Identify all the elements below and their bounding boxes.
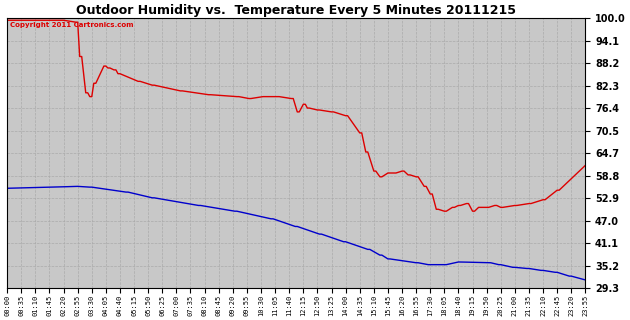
Title: Outdoor Humidity vs.  Temperature Every 5 Minutes 20111215: Outdoor Humidity vs. Temperature Every 5…: [76, 4, 516, 17]
Text: Copyright 2011 Cartronics.com: Copyright 2011 Cartronics.com: [10, 22, 134, 28]
